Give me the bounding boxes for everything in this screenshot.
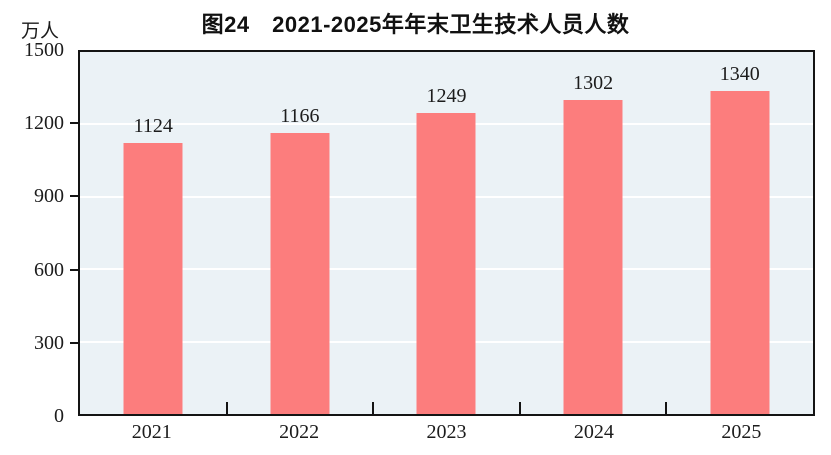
- y-axis-tick-label: 300: [34, 331, 64, 354]
- x-axis-category-label: 2022: [279, 421, 320, 443]
- bar-cell-2022: 1166: [227, 52, 374, 414]
- x-axis-tick-mark: [518, 402, 521, 414]
- chart-title: 图24 2021-2025年年末卫生技术人员人数: [201, 12, 630, 37]
- bar-2022: [270, 132, 330, 414]
- plot-inner: 1124 1166 1249 1302 1340: [80, 52, 813, 414]
- x-axis-category-label: 2025: [721, 421, 762, 443]
- x-axis: 2021 2022 2023 2024 2025: [78, 419, 815, 449]
- bar-cell-2024: 1302: [520, 52, 667, 414]
- bar-value-label: 1249: [426, 84, 467, 107]
- y-axis-tick-mark: [70, 122, 78, 125]
- x-axis-category-label: 2024: [573, 421, 614, 443]
- y-axis-tick-label: 1200: [24, 112, 64, 135]
- bar-cell-2025: 1340: [666, 52, 813, 414]
- y-axis-tick-label: 1500: [24, 39, 64, 61]
- y-axis-unit-label: 万人: [21, 21, 60, 42]
- bar-cell-2021: 1124: [80, 52, 227, 414]
- y-axis-tick-label: 0: [54, 405, 64, 427]
- bar-value-label: 1166: [280, 104, 320, 127]
- bar-2021: [123, 142, 183, 414]
- x-axis-tick-mark: [372, 402, 375, 414]
- bar-value-label: 1302: [573, 71, 614, 94]
- x-axis-tick-mark: [225, 402, 228, 414]
- x-axis-category-label: 2023: [426, 421, 467, 443]
- plot-area: 1124 1166 1249 1302 1340: [78, 50, 815, 416]
- y-axis: 0 300 600 900 1200 1500: [8, 40, 78, 426]
- bar-2024: [563, 99, 623, 414]
- x-axis-tick-mark: [665, 402, 668, 414]
- y-axis-tick-label: 600: [34, 258, 64, 281]
- bar-value-label: 1124: [133, 114, 173, 137]
- y-axis-tick-label: 900: [34, 185, 64, 208]
- y-axis-tick-mark: [70, 268, 78, 271]
- bar-value-label: 1340: [719, 62, 760, 85]
- x-axis-category-label: 2021: [131, 421, 172, 443]
- bar-2023: [416, 112, 476, 414]
- bar-cell-2023: 1249: [373, 52, 520, 414]
- y-axis-tick-mark: [70, 341, 78, 344]
- y-axis-tick-mark: [70, 195, 78, 198]
- bar-2025: [710, 90, 770, 414]
